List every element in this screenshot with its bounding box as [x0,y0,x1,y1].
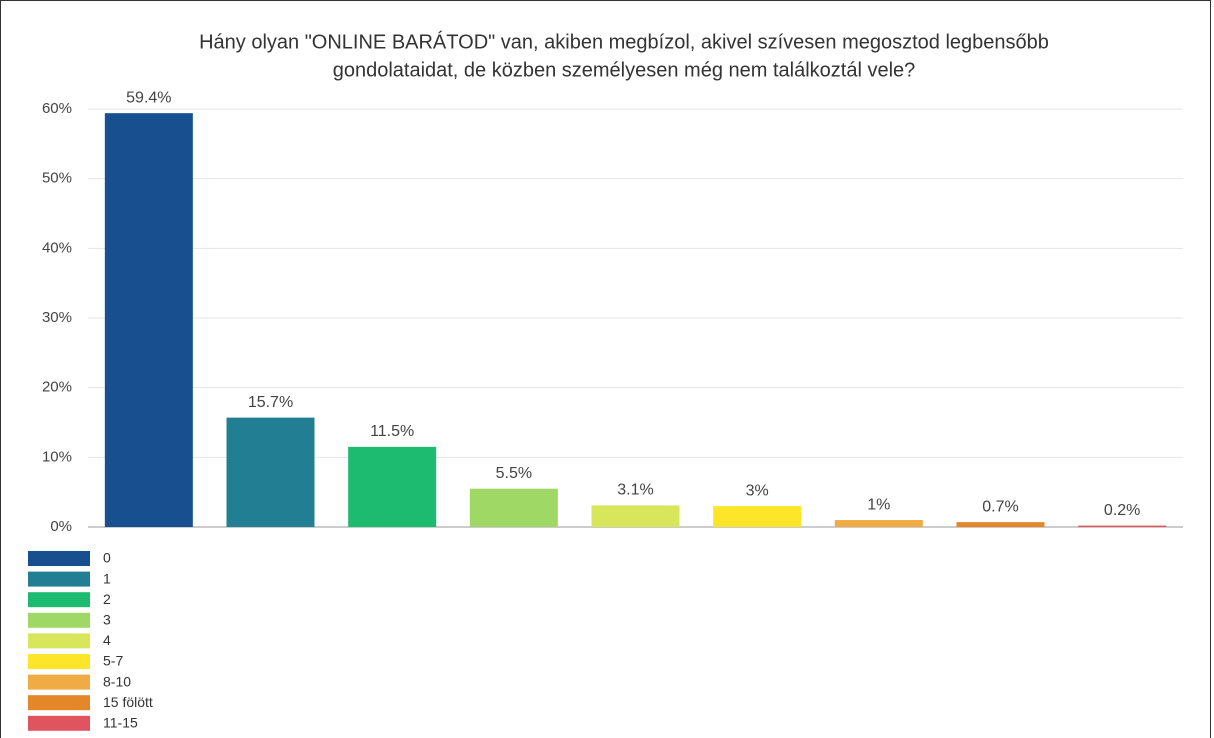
legend-swatch [28,633,90,649]
legend-swatch [28,674,90,690]
legend-swatch [28,592,90,608]
bar [713,506,802,527]
y-tick-label: 0% [50,518,72,535]
value-label: 0.7% [982,498,1018,515]
legend-label: 4 [103,632,111,648]
y-tick-label: 50% [42,170,72,187]
legend-label: 3 [103,612,111,628]
bar [834,520,923,527]
legend-label: 1 [103,570,111,586]
y-tick-label: 10% [42,448,72,465]
legend-label: 11-15 [103,715,138,731]
legend-label: 5-7 [103,653,123,669]
legend-swatch [28,551,90,566]
bar [348,446,437,527]
legend-label: 2 [103,591,111,607]
legend-swatch [28,571,90,587]
bar [226,417,315,527]
y-tick-label: 30% [42,309,72,326]
chart-title: Hány olyan "ONLINE BARÁTOD" van, akiben … [199,30,1049,53]
value-label: 15.7% [248,394,293,411]
value-label: 0.2% [1104,502,1140,519]
value-label: 3.1% [617,482,653,499]
legend-label: 8-10 [103,673,131,689]
bar [469,488,558,527]
bar [1078,525,1167,527]
legend-label: 15 fölött [103,694,153,710]
legend-label: 0 [103,550,111,566]
value-label: 59.4% [126,89,171,106]
legend-swatch [28,654,90,669]
value-label: 5.5% [496,465,532,482]
value-label: 3% [746,482,769,499]
chart-title: gondolataidat, de közben személyesen még… [333,59,916,81]
bar [956,522,1045,527]
legend-swatch [28,612,90,628]
y-tick-label: 40% [42,239,72,256]
legend-swatch [28,715,90,731]
value-label: 1% [867,496,890,513]
bar [591,505,680,527]
value-label: 11.5% [370,423,414,440]
y-tick-label: 60% [42,100,72,117]
legend-swatch [28,695,90,711]
bar [104,113,193,528]
y-tick-label: 20% [42,379,72,396]
